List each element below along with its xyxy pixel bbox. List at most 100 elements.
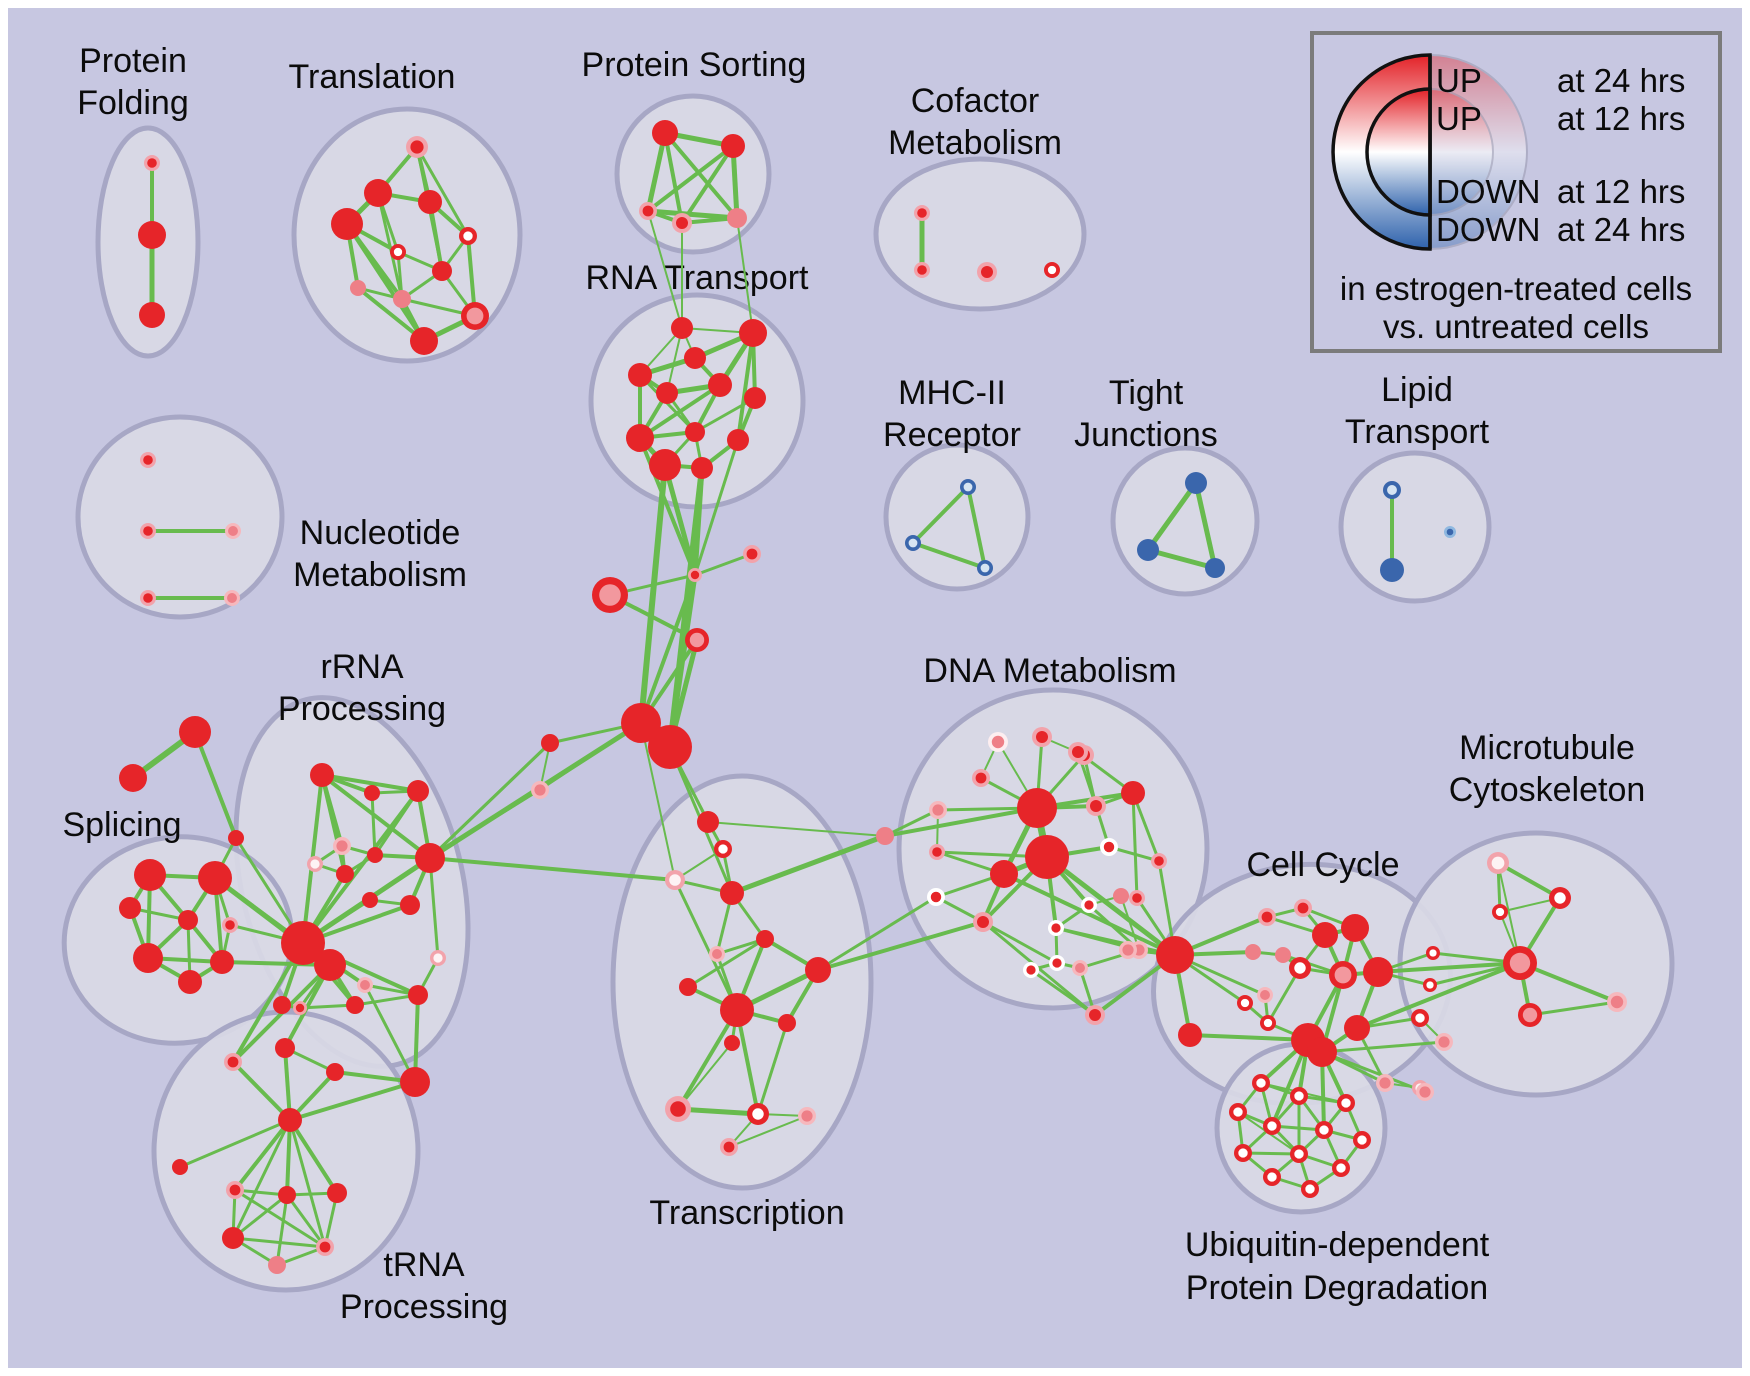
network-edge [320, 774, 347, 875]
node-ring [139, 302, 165, 328]
network-edge [982, 920, 1058, 965]
node-core [1554, 892, 1566, 904]
network-edge [1242, 1151, 1300, 1156]
cluster-label-rrna-processing-line1: rRNA [320, 648, 403, 686]
node-core [463, 231, 473, 241]
network-edge [694, 396, 756, 434]
network-node [1137, 539, 1159, 561]
network-node [144, 155, 160, 171]
node-core [1522, 1007, 1538, 1023]
network-node [140, 590, 156, 606]
network-edge [232, 1193, 288, 1240]
node-core [980, 563, 990, 573]
network-node [133, 943, 163, 973]
node-ring [278, 1186, 296, 1204]
network-edge [673, 879, 739, 1011]
network-node [1257, 987, 1273, 1003]
network-node [960, 479, 976, 495]
network-node [708, 373, 732, 397]
node-core [1509, 952, 1531, 974]
network-edge [539, 722, 642, 791]
cluster-label-cell-cycle-line1: Cell Cycle [1246, 846, 1399, 884]
network-node [400, 895, 420, 915]
node-ring [708, 373, 732, 397]
network-node [1263, 1168, 1281, 1186]
network-node [805, 957, 831, 983]
network-node [1337, 1094, 1355, 1112]
node-core [229, 1184, 241, 1196]
node-core [1090, 800, 1102, 812]
cluster-label-dna-metabolism-line1: DNA Metabolism [923, 652, 1176, 690]
cluster-label-tight-junctions-line1: Tight [1109, 374, 1184, 412]
node-core [319, 1241, 331, 1253]
node-ring [1275, 947, 1291, 963]
network-node [179, 716, 211, 748]
network-edge [288, 1119, 327, 1248]
cluster-label-ubiquitin-degradation-line2: Protein Degradation [1186, 1269, 1488, 1307]
network-node [747, 1103, 769, 1125]
network-node [393, 290, 411, 308]
network-node [714, 840, 732, 858]
node-ring [1113, 888, 1129, 904]
network-edge [728, 1115, 808, 1148]
network-edge [676, 1008, 739, 1111]
node-ring [1137, 539, 1159, 561]
network-node [685, 422, 705, 442]
node-ring [138, 221, 166, 249]
network-node [140, 523, 156, 539]
node-ring [721, 134, 745, 158]
network-edge [221, 960, 331, 967]
network-node [268, 1256, 286, 1274]
network-node [988, 732, 1008, 752]
node-core [991, 735, 1005, 749]
network-edge [884, 808, 939, 838]
network-edge [640, 722, 676, 881]
node-ring [1156, 936, 1194, 974]
network-node [1607, 992, 1627, 1012]
node-core [689, 632, 705, 648]
network-node [1119, 941, 1137, 959]
cluster-label-rrna-processing-line2: Processing [278, 690, 446, 728]
network-edge [1321, 1040, 1445, 1054]
network-edge [1145, 481, 1199, 552]
node-ring [364, 179, 392, 207]
network-edge [912, 541, 986, 570]
legend-row-up-12-direction: UP [1436, 100, 1482, 137]
node-core [1256, 1078, 1266, 1088]
network-edge [231, 941, 305, 1064]
network-node [1151, 853, 1167, 869]
node-core [1122, 944, 1134, 956]
network-node [350, 280, 366, 296]
node-core [642, 205, 654, 217]
legend-caption-line1: in estrogen-treated cells [1340, 270, 1692, 307]
node-ring [1121, 781, 1145, 805]
node-core [433, 953, 443, 963]
node-ring [1017, 788, 1057, 828]
cluster-ellipse-lipid-transport [1338, 450, 1492, 604]
node-core [1260, 990, 1270, 1000]
network-node [972, 769, 990, 787]
network-node [671, 317, 693, 339]
node-core [1336, 1163, 1346, 1173]
node-ring [408, 985, 428, 1005]
node-core [1036, 731, 1048, 743]
network-nodes-layer [119, 120, 1627, 1274]
network-edge [1519, 961, 1618, 1004]
node-ring [400, 895, 420, 915]
network-node [225, 523, 241, 539]
network-edge [645, 132, 668, 212]
network-node [367, 847, 383, 863]
network-edge [232, 1236, 326, 1249]
network-edge [1045, 855, 1177, 957]
network-edge [1189, 1033, 1309, 1042]
node-ring [179, 716, 211, 748]
node-ring [310, 763, 334, 787]
node-ring [697, 811, 719, 833]
network-node [914, 262, 930, 278]
network-node [1411, 1009, 1429, 1027]
node-ring [275, 1038, 295, 1058]
network-edge [731, 833, 886, 896]
network-edge [687, 937, 766, 989]
network-node [357, 977, 373, 993]
node-core [718, 844, 728, 854]
